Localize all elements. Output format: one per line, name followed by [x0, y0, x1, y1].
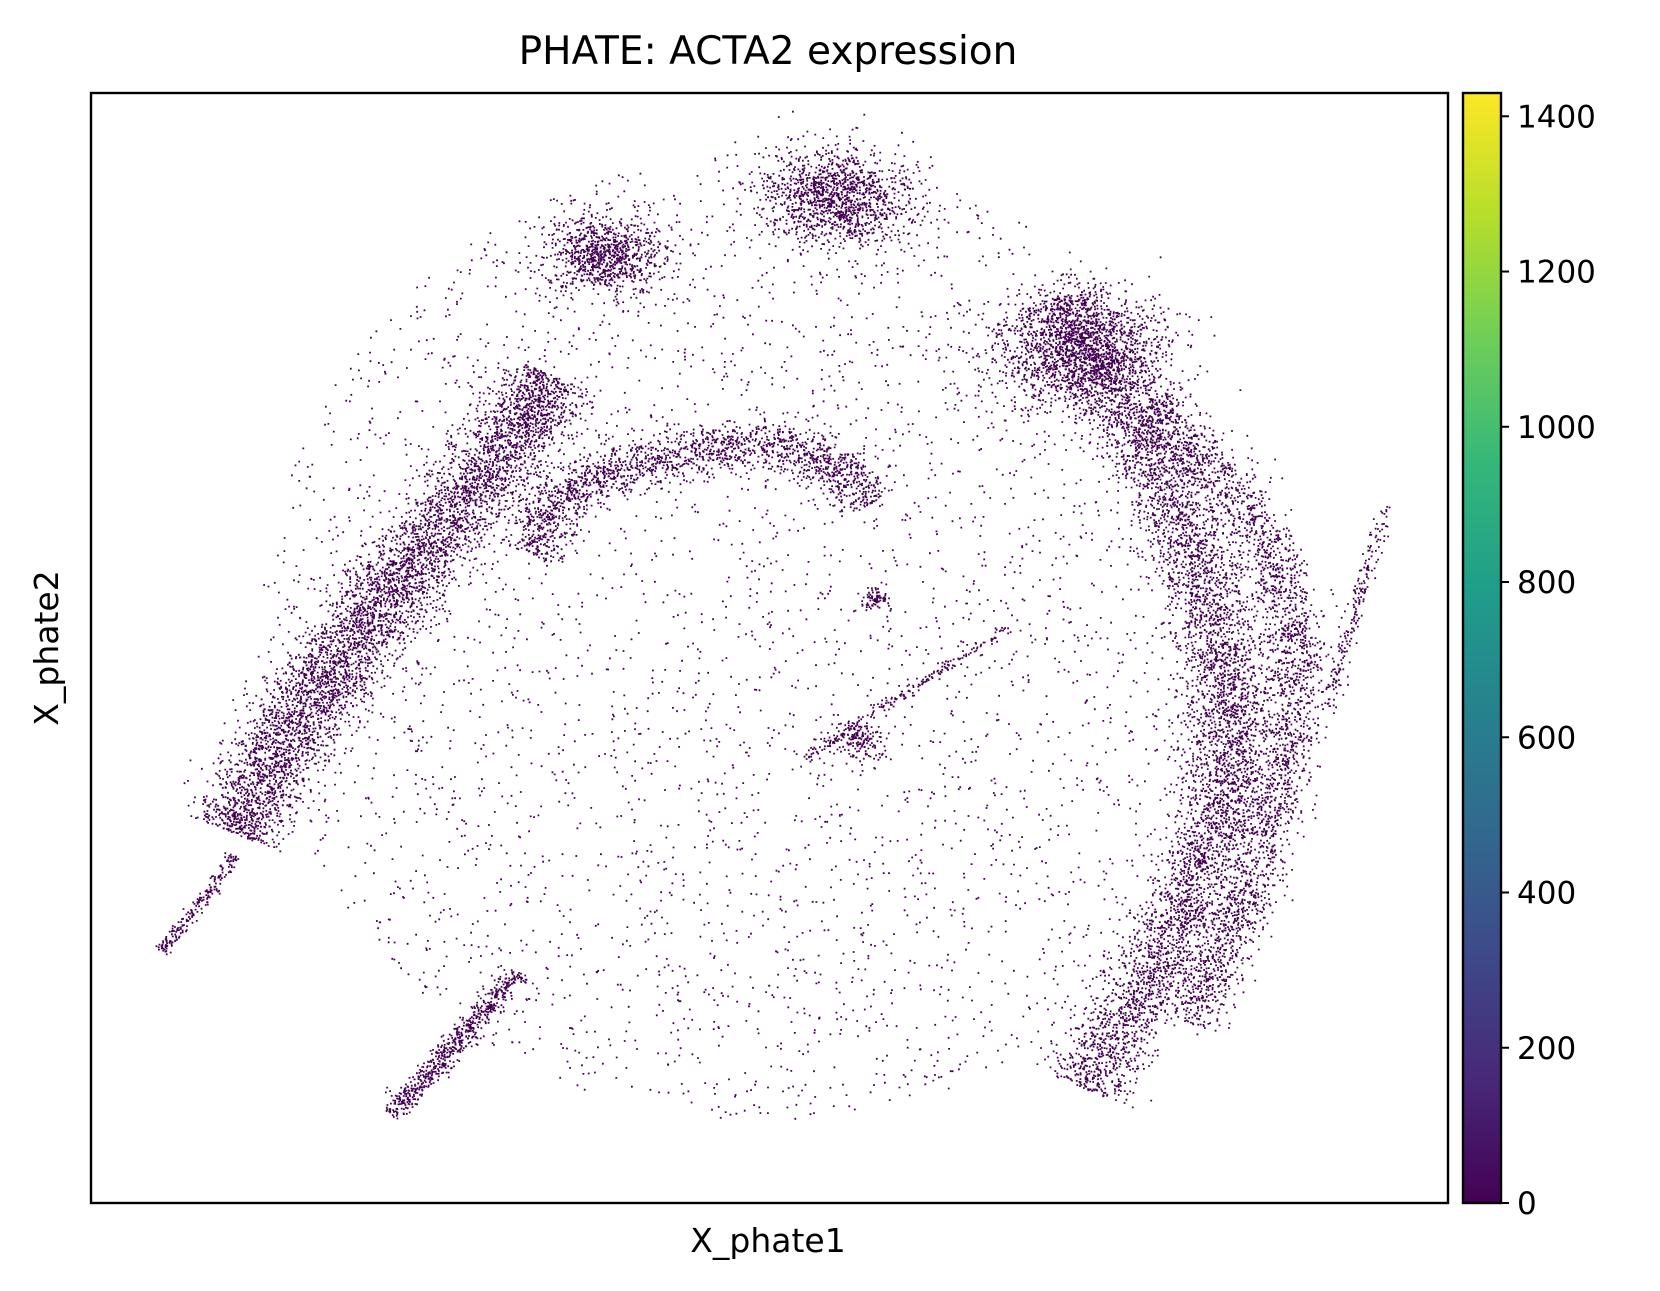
plot-area-frame: [89, 91, 1450, 1205]
colorbar-tick-label: 1000: [1517, 410, 1596, 446]
colorbar-ticks: 0 200 400 600 800 1000 1200 1400: [1501, 99, 1596, 1222]
colorbar: 0 200 400 600 800 1000 1200 1400: [1461, 91, 1596, 1222]
colorbar-tick-label: 1200: [1517, 255, 1596, 291]
colorbar-tick-label: 600: [1517, 720, 1576, 756]
scatter-points: [155, 110, 1391, 1120]
colorbar-tick-label: 200: [1517, 1031, 1576, 1067]
y-axis-label: X_phate2: [27, 570, 66, 725]
colorbar-tick-label: 0: [1517, 1186, 1537, 1222]
colorbar-frame: [1461, 91, 1503, 1205]
colorbar-tick-label: 1400: [1517, 99, 1596, 135]
colorbar-tick-label: 400: [1517, 876, 1576, 912]
colorbar-tick-label: 800: [1517, 565, 1576, 601]
colorbar-gradient: [1463, 93, 1501, 1203]
chart-title: PHATE: ACTA2 expression: [519, 29, 1018, 74]
scatter-point-cloud: [155, 110, 1391, 1120]
x-axis-label: X_phate1: [690, 1221, 845, 1260]
